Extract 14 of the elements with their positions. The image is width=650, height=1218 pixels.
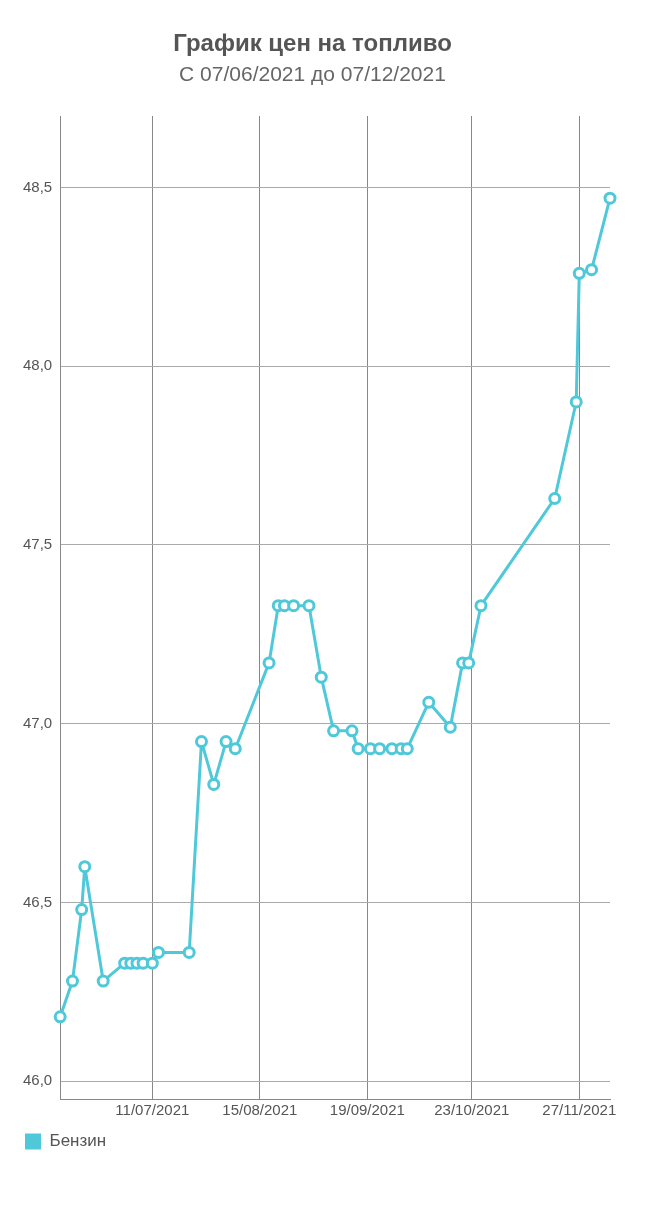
y-tick-label: 48,5: [22, 177, 53, 195]
x-tick-label: 23/10/2021: [434, 1101, 510, 1119]
y-tick-label: 46,0: [22, 1071, 53, 1089]
y-tick-label: 48,0: [22, 356, 53, 374]
y-tick-label: 47,5: [22, 535, 53, 553]
chart-subtitle: С 07/06/2021 до 07/12/2021: [179, 62, 446, 86]
x-tick-label: 19/09/2021: [329, 1101, 405, 1119]
x-tick-label: 27/11/2021: [542, 1101, 617, 1119]
y-tick-label: 46,5: [22, 892, 53, 910]
x-tick-label: 11/07/2021: [115, 1101, 190, 1119]
chart-title: График цен на топливо: [173, 29, 452, 57]
y-tick-label: 47,0: [22, 713, 53, 731]
legend-label: Бензин: [49, 1131, 107, 1151]
x-tick-label: 15/08/2021: [222, 1101, 298, 1119]
